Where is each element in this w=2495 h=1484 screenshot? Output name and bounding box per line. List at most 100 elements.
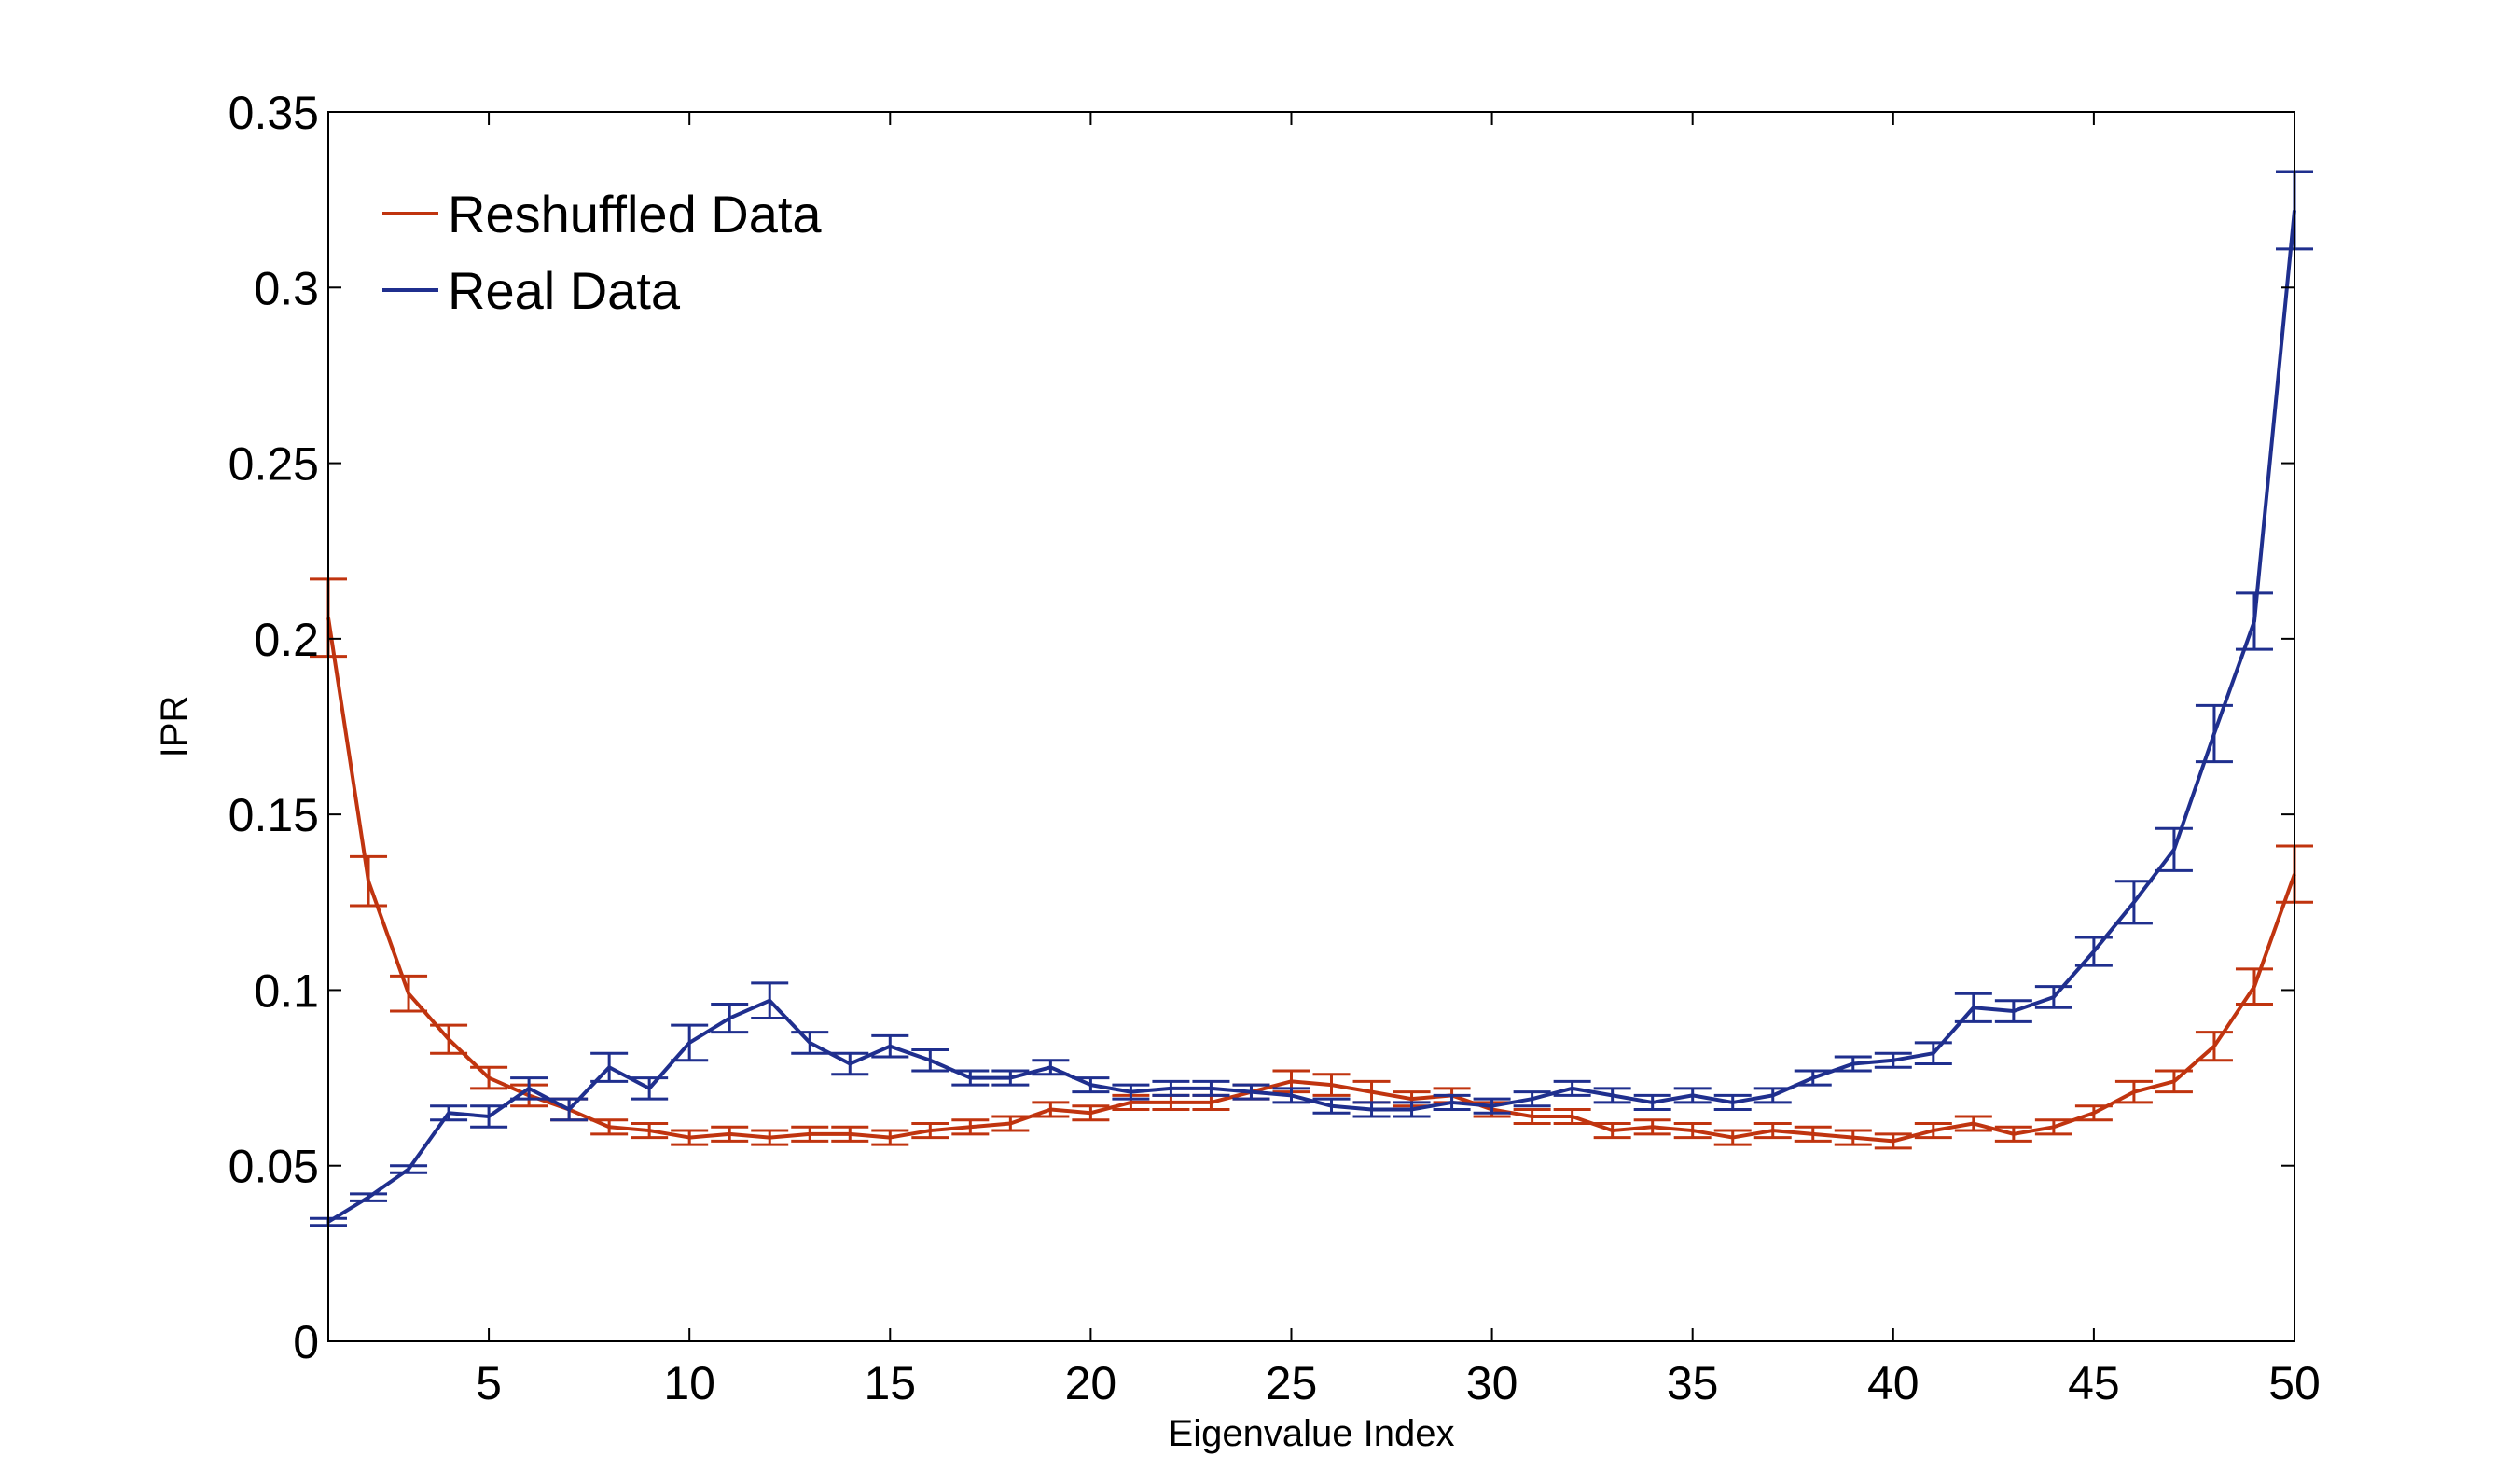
errorbar-reshuffled-data-34: [1633, 1118, 1671, 1136]
errorbar-real-data-16: [911, 1047, 949, 1073]
errorbar-real-data-25: [1272, 1087, 1310, 1104]
errorbar-reshuffled-data-17: [951, 1118, 990, 1136]
errorbar-reshuffled-data-42: [1954, 1115, 1992, 1132]
errorbar-real-data-30: [1473, 1097, 1511, 1115]
errorbar-reshuffled-data-12: [751, 1129, 789, 1146]
x-tick-label-30: 30: [1466, 1357, 1518, 1409]
x-tick-label-25: 25: [1266, 1357, 1318, 1409]
errorbar-real-data-34: [1633, 1093, 1671, 1111]
errorbar-reshuffled-data-38: [1794, 1125, 1832, 1143]
errorbar-reshuffled-data-26: [1312, 1073, 1351, 1097]
x-tick-label-20: 20: [1065, 1357, 1117, 1409]
x-tick-label-10: 10: [663, 1357, 715, 1409]
errorbar-real-data-7: [550, 1097, 589, 1122]
errorbar-real-data-35: [1673, 1087, 1712, 1104]
errorbar-real-data-41: [1914, 1041, 1952, 1066]
errorbar-reshuffled-data-35: [1673, 1122, 1712, 1140]
errorbar-real-data-21: [1112, 1083, 1150, 1101]
x-tick-label-5: 5: [476, 1357, 502, 1409]
errorbar-reshuffled-data-32: [1553, 1107, 1591, 1126]
errorbar-reshuffled-data-16: [911, 1122, 949, 1140]
series-line-real-data: [326, 210, 2296, 1224]
errorbar-real-data-5: [470, 1104, 508, 1129]
errorbar-reshuffled-data-49: [2235, 967, 2273, 1006]
errorbar-reshuffled-data-3: [390, 974, 428, 1013]
errorbar-reshuffled-data-2: [350, 854, 388, 908]
errorbar-reshuffled-data-31: [1513, 1107, 1551, 1126]
errorbar-real-data-32: [1553, 1079, 1591, 1097]
errorbar-reshuffled-data-9: [631, 1122, 669, 1140]
errorbar-reshuffled-data-41: [1914, 1122, 1952, 1140]
y-tick-label-0.1: 0.1: [254, 964, 319, 1017]
errorbar-real-data-37: [1753, 1087, 1792, 1104]
errorbar-reshuffled-data-18: [991, 1115, 1030, 1132]
errorbar-reshuffled-data-5: [470, 1065, 508, 1090]
errorbar-real-data-31: [1513, 1090, 1551, 1108]
y-axis-label: IPR: [154, 696, 195, 758]
errorbar-real-data-39: [1834, 1055, 1872, 1073]
errorbar-real-data-27: [1352, 1101, 1391, 1118]
errorbar-reshuffled-data-47: [2155, 1069, 2193, 1094]
x-tick-label-40: 40: [1867, 1357, 1920, 1409]
errorbar-real-data-10: [671, 1023, 709, 1062]
errorbar-reshuffled-data-43: [1994, 1125, 2032, 1143]
errorbar-real-data-29: [1433, 1093, 1471, 1111]
x-tick-label-45: 45: [2068, 1357, 2120, 1409]
errorbar-real-data-46: [2114, 880, 2153, 925]
y-tick-label-0: 0: [293, 1316, 319, 1368]
legend-label-reshuffled: Reshuffled Data: [448, 185, 822, 243]
errorbar-reshuffled-data-15: [871, 1129, 909, 1146]
x-tick-label-50: 50: [2268, 1357, 2321, 1409]
errorbar-real-data-47: [2155, 826, 2193, 872]
errorbar-real-data-24: [1232, 1083, 1270, 1101]
errorbar-real-data-17: [951, 1069, 990, 1087]
legend-label-real: Real Data: [448, 261, 681, 320]
errorbar-reshuffled-data-46: [2114, 1079, 2153, 1104]
errorbar-reshuffled-data-10: [671, 1129, 709, 1146]
errorbar-real-data-48: [2195, 703, 2233, 764]
errorbar-real-data-42: [1954, 992, 1992, 1023]
errorbar-reshuffled-data-27: [1352, 1079, 1391, 1104]
errorbar-real-data-8: [590, 1051, 629, 1083]
errorbar-reshuffled-data-45: [2074, 1104, 2113, 1122]
errorbar-real-data-36: [1713, 1093, 1752, 1111]
errorbar-reshuffled-data-40: [1874, 1132, 1912, 1150]
axes-box: [327, 111, 2295, 1342]
errorbar-reshuffled-data-33: [1593, 1122, 1631, 1140]
errorbar-real-data-13: [791, 1031, 829, 1055]
errorbar-real-data-26: [1312, 1097, 1351, 1115]
errorbar-real-data-22: [1152, 1079, 1190, 1097]
errorbar-reshuffled-data-20: [1072, 1104, 1110, 1122]
errorbar-real-data-11: [711, 1002, 749, 1034]
errorbar-real-data-18: [991, 1069, 1030, 1087]
y-tick-label-0.25: 0.25: [229, 438, 319, 491]
errorbar-real-data-6: [510, 1076, 548, 1101]
errorbar-reshuffled-data-13: [791, 1125, 829, 1143]
y-tick-label-0.05: 0.05: [229, 1141, 319, 1193]
series-line-reshuffled-data: [326, 617, 2296, 1144]
plot-series: [310, 170, 2313, 1227]
legend: Reshuffled Data Real Data: [382, 185, 822, 320]
y-tick-label-0.35: 0.35: [229, 87, 319, 139]
errorbar-reshuffled-data-48: [2195, 1031, 2233, 1062]
errorbar-reshuffled-data-11: [711, 1125, 749, 1143]
errorbar-real-data-43: [1994, 999, 2032, 1023]
y-tick-label-0.3: 0.3: [254, 262, 319, 314]
errorbar-real-data-45: [2074, 936, 2113, 967]
x-tick-label-15: 15: [864, 1357, 916, 1409]
errorbar-real-data-14: [831, 1051, 869, 1076]
errorbar-real-data-49: [2235, 591, 2273, 651]
errorbar-real-data-3: [390, 1164, 428, 1174]
errorbar-real-data-19: [1032, 1059, 1070, 1076]
errorbar-reshuffled-data-4: [430, 1023, 468, 1055]
errorbar-real-data-28: [1393, 1101, 1431, 1118]
errorbar-real-data-38: [1794, 1069, 1832, 1087]
errorbar-real-data-2: [350, 1192, 388, 1202]
errorbar-real-data-9: [631, 1076, 669, 1101]
errorbar-real-data-23: [1192, 1079, 1230, 1097]
axis-ticks: 5 10 15 20 25 30 35 40 45 50 0 0.05 0.1 0.15 0.2 0.25 0.…: [229, 87, 2321, 1409]
errorbar-real-data-15: [871, 1033, 909, 1059]
errorbar-reshuffled-data-39: [1834, 1129, 1872, 1146]
x-tick-label-35: 35: [1667, 1357, 1719, 1409]
errorbar-real-data-33: [1593, 1087, 1631, 1104]
